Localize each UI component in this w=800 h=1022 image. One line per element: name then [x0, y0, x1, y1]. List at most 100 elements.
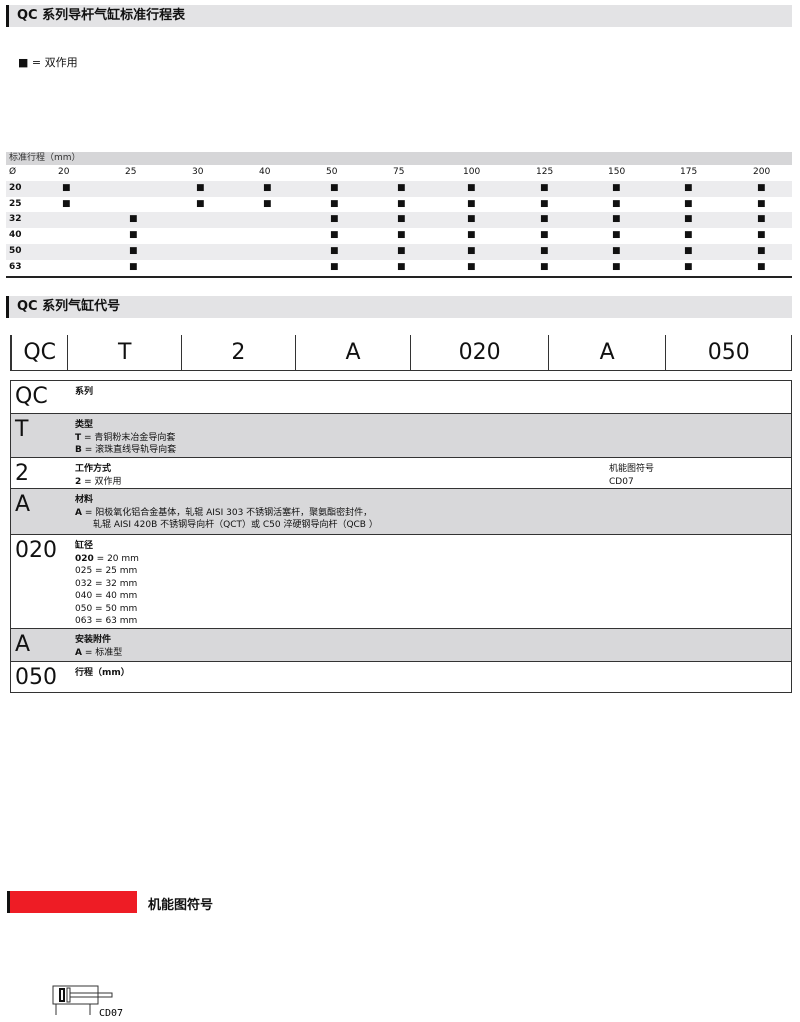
detail-title: 工作方式 — [75, 464, 112, 474]
square-icon: ■ — [18, 56, 29, 69]
available-mark: ■ — [129, 245, 138, 256]
available-mark: ■ — [684, 261, 693, 272]
detail-key: QC — [15, 384, 48, 409]
bore-value: 20 — [9, 182, 22, 193]
available-mark: ■ — [467, 230, 476, 241]
stroke-col-header: 40 — [259, 167, 271, 177]
available-mark: ■ — [467, 261, 476, 272]
bore-value: 40 — [9, 230, 22, 241]
detail-title: 材料 — [75, 495, 94, 505]
available-mark: ■ — [467, 214, 476, 225]
code-segment: T — [67, 335, 181, 370]
detail-title: 安装附件 — [75, 635, 112, 645]
stroke-col-header: 25 — [125, 167, 137, 177]
stroke-col-header: 175 — [680, 167, 698, 177]
available-mark: ■ — [540, 198, 549, 209]
bore-value: 63 — [9, 261, 22, 272]
stroke-col-header: 20 — [58, 167, 70, 177]
detail-line: B = 滚珠直线导轨导向套 — [75, 445, 177, 455]
available-mark: ■ — [467, 198, 476, 209]
detail-key: 020 — [15, 538, 57, 563]
symbol-header: 机能图符号 — [609, 464, 655, 474]
available-mark: ■ — [330, 214, 339, 225]
available-mark: ■ — [330, 245, 339, 256]
available-mark: ■ — [196, 182, 205, 193]
available-mark: ■ — [467, 245, 476, 256]
available-mark: ■ — [397, 182, 406, 193]
legend: ■ = 双作用 — [18, 54, 78, 70]
stroke-row: 25 ■ ■ ■ ■ ■ ■ ■ ■ ■ ■ — [6, 197, 792, 213]
detail-row: T 类型 T = 青铜粉末冶金导向套 B = 滚珠直线导轨导向套 — [11, 413, 791, 457]
available-mark: ■ — [684, 214, 693, 225]
cylinder-symbol-icon: CD07 — [52, 985, 123, 1019]
available-mark: ■ — [684, 182, 693, 193]
available-mark: ■ — [684, 198, 693, 209]
available-mark: ■ — [330, 230, 339, 241]
available-mark: ■ — [330, 198, 339, 209]
stroke-row: 40 ■ ■ ■ ■ ■ ■ ■ ■ — [6, 228, 792, 244]
detail-key: 050 — [15, 665, 57, 690]
section-title-code: QC 系列气缸代号 — [6, 296, 792, 318]
available-mark: ■ — [540, 214, 549, 225]
available-mark: ■ — [263, 182, 272, 193]
stroke-col-header: 200 — [753, 167, 771, 177]
detail-row: 050 行程（mm） — [11, 661, 791, 692]
section-title-symbol: 机能图符号 — [148, 898, 214, 913]
detail-line: 025 = 25 mm — [75, 566, 138, 576]
available-mark: ■ — [540, 182, 549, 193]
available-mark: ■ — [757, 182, 766, 193]
symbol-code: CD07 — [609, 476, 634, 487]
available-mark: ■ — [540, 261, 549, 272]
detail-line: 轧辊 AISI 420B 不锈钢导向杆（QCT）或 C50 淬硬钢导向杆（QCB… — [75, 520, 378, 530]
available-mark: ■ — [62, 198, 71, 209]
available-mark: ■ — [757, 245, 766, 256]
detail-key: 2 — [15, 461, 29, 486]
detail-key: A — [15, 632, 31, 657]
stroke-col-header: 125 — [536, 167, 554, 177]
bore-value: 32 — [9, 214, 22, 225]
detail-row: A 材料 A = 阳极氧化铝合金基体，轧辊 AISI 303 不锈钢活塞杆，聚氨酯密… — [11, 488, 791, 534]
code-details-table: QC 系列 T 类型 T = 青铜粉末冶金导向套 B = 滚珠直线导轨导向套 2 工作方式 2 … — [10, 380, 792, 693]
detail-key: A — [15, 492, 31, 517]
detail-line: 063 = 63 mm — [75, 616, 138, 626]
available-mark: ■ — [397, 230, 406, 241]
available-mark: ■ — [612, 182, 621, 193]
available-mark: ■ — [612, 245, 621, 256]
detail-row: 2 工作方式 2 = 双作用 机能图符号 CD07 — [11, 457, 791, 488]
available-mark: ■ — [263, 198, 272, 209]
detail-line: T = 青铜粉末冶金导向套 — [75, 432, 176, 443]
code-segment: A — [547, 335, 666, 370]
available-mark: ■ — [129, 230, 138, 241]
available-mark: ■ — [757, 214, 766, 225]
stroke-col-header: 100 — [463, 167, 481, 177]
stroke-col-header: 30 — [192, 167, 204, 177]
detail-title: 缸径 — [75, 541, 94, 551]
code-segment: 2 — [181, 335, 295, 370]
code-row: QC T 2 A 020 A 050 — [10, 335, 792, 371]
code-segment: 050 — [665, 335, 792, 370]
detail-line: A = 阳极氧化铝合金基体，轧辊 AISI 303 不锈钢活塞杆，聚氨酯密封件， — [75, 507, 373, 518]
stroke-row: 63 ■ ■ ■ ■ ■ ■ ■ ■ — [6, 260, 792, 276]
detail-key: T — [15, 417, 29, 442]
available-mark: ■ — [757, 198, 766, 209]
legend-text: = 双作用 — [31, 56, 78, 69]
stroke-col-header: 50 — [326, 167, 338, 177]
available-mark: ■ — [397, 245, 406, 256]
available-mark: ■ — [397, 214, 406, 225]
section-title-stroke-table: QC 系列导杆气缸标准行程表 — [6, 5, 792, 27]
stroke-row: 20 ■ ■ ■ ■ ■ ■ ■ ■ ■ ■ — [6, 180, 792, 197]
available-mark: ■ — [612, 198, 621, 209]
available-mark: ■ — [612, 230, 621, 241]
available-mark: ■ — [397, 261, 406, 272]
available-mark: ■ — [129, 261, 138, 272]
symbol-label: CD07 — [99, 1008, 123, 1019]
available-mark: ■ — [397, 198, 406, 209]
detail-title: 行程（mm） — [75, 668, 130, 678]
available-mark: ■ — [684, 245, 693, 256]
detail-line: 032 = 32 mm — [75, 578, 138, 589]
detail-line: 2 = 双作用 — [75, 476, 122, 487]
detail-row: 020 缸径 020 = 20 mm 025 = 25 mm 032 = 32 mm… — [11, 534, 791, 628]
stroke-col-header: 150 — [608, 167, 626, 177]
available-mark: ■ — [540, 230, 549, 241]
detail-line: 050 = 50 mm — [75, 603, 138, 614]
